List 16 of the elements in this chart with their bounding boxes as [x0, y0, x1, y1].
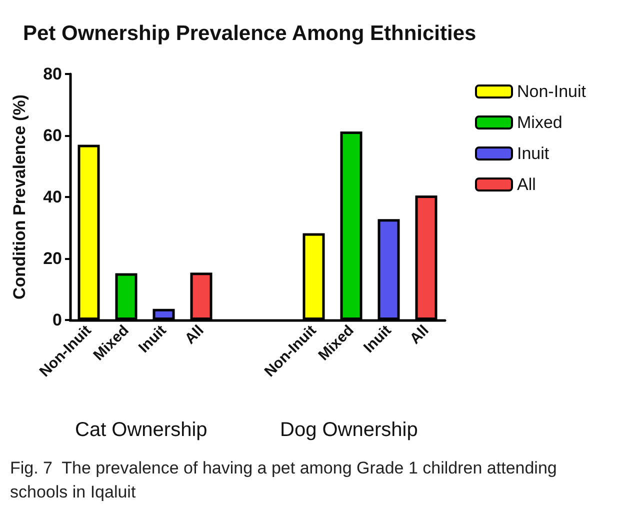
y-tick-label: 40: [43, 188, 62, 206]
x-tick-label: All: [182, 322, 208, 348]
text: Dog Ownership: [280, 419, 418, 441]
y-tick-label: 20: [43, 249, 62, 268]
legend-label: Non-Inuit: [517, 82, 586, 101]
legend-label: All: [517, 175, 536, 194]
chart-title: Pet Ownership Prevalence Among Ethnicities: [23, 22, 476, 45]
legend-label: Mixed: [517, 113, 562, 132]
text: Cat Ownership: [75, 419, 208, 441]
y-tick-label: 0: [52, 310, 62, 330]
caption: Fig. 7 The prevalence of having a pet among Grade 1 children attending schools in Iqaluit: [10, 458, 562, 502]
y-axis-title: Condition Prevalence (%): [10, 94, 29, 300]
legend-label: Inuit: [517, 144, 550, 163]
x-tick-label: All: [406, 322, 432, 348]
y-tick-label: 60: [43, 126, 62, 145]
y-tick-label: 80: [43, 64, 62, 84]
